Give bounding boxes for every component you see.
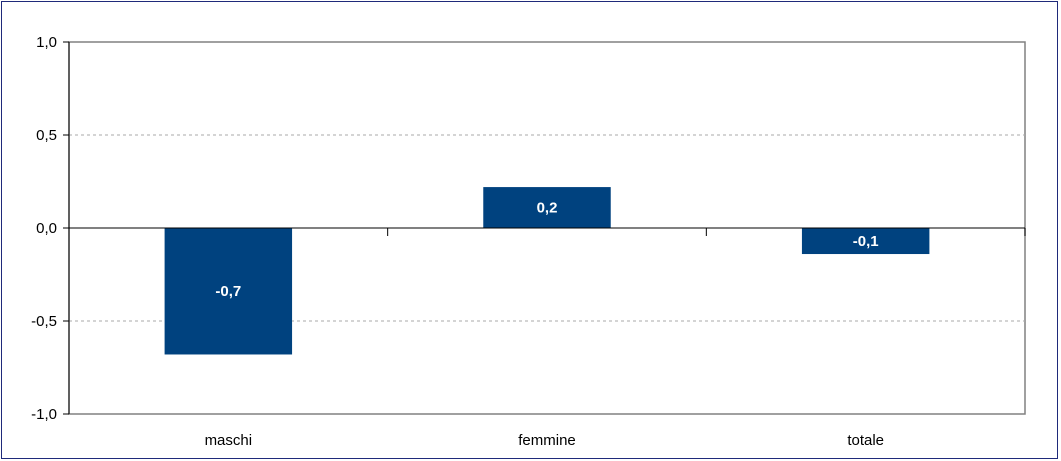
category-label-totale: totale [847, 432, 884, 449]
y-tick-label: -0,5 [31, 313, 57, 330]
y-tick-label: 1,0 [36, 34, 57, 51]
y-tick-label: 0,0 [36, 220, 57, 237]
y-tick-label: 0,5 [36, 127, 57, 144]
bar-totale [801, 228, 930, 255]
category-label-femmine: femmine [518, 432, 576, 449]
data-label-maschi: -0,7 [215, 283, 241, 300]
category-label-maschi: maschi [205, 432, 253, 449]
data-label-femmine: 0,2 [537, 200, 558, 217]
bar-maschi [164, 228, 293, 355]
data-label-totale: -0,1 [853, 233, 879, 250]
y-tick-label: -1,0 [31, 406, 57, 423]
bar-femmine [483, 187, 611, 228]
